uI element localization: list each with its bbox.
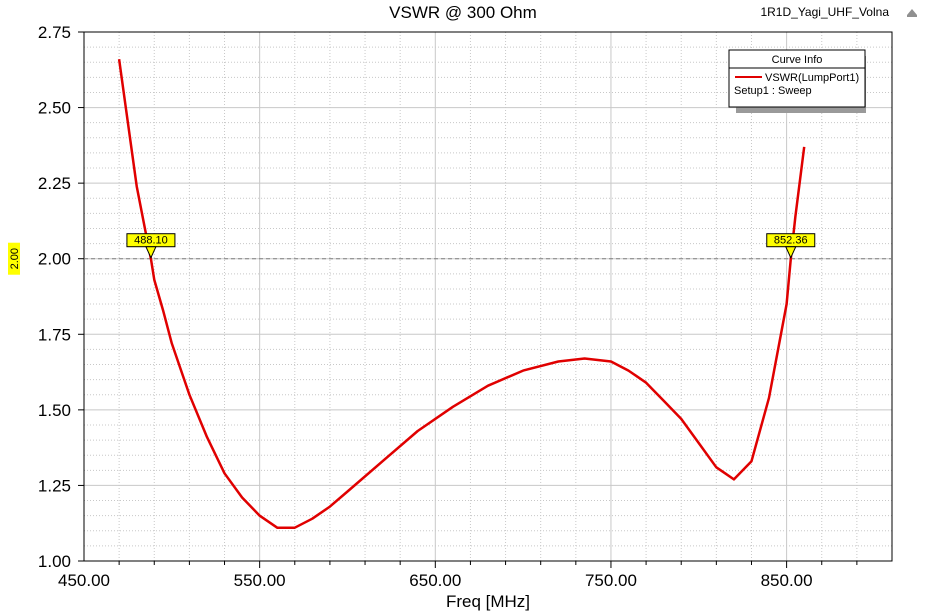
x-axis-label: Freq [MHz] — [446, 592, 530, 611]
y-tick-label: 1.25 — [38, 476, 71, 495]
curve-layer — [117, 59, 806, 529]
marker-pointer-icon — [145, 246, 157, 259]
y-tick-label: 2.25 — [38, 174, 71, 193]
x-tick-label: 550.00 — [234, 571, 286, 590]
marker-488-10: 488.10 — [126, 233, 176, 259]
x-tick-label: 750.00 — [585, 571, 637, 590]
chart-title: VSWR @ 300 Ohm — [389, 3, 537, 22]
y-tick-label: 2.00 — [38, 250, 71, 269]
marker-label-text: 488.10 — [134, 235, 168, 247]
y-tick-label: 1.00 — [38, 552, 71, 571]
vswr-curve — [117, 59, 806, 529]
y-tick-label: 1.75 — [38, 325, 71, 344]
y-tick-label: 2.75 — [38, 23, 71, 42]
plot-area-border — [83, 31, 893, 562]
legend-setup-label: Setup1 : Sweep — [734, 85, 812, 97]
project-name: 1R1D_Yagi_UHF_Volna — [760, 5, 889, 19]
tick-labels: 450.00 550.00 650.00 750.00 850.00 1.00 1.25 1.… — [38, 23, 858, 590]
legend[interactable]: Curve Info VSWR(LumpPort1) Setup1 : Swee… — [728, 49, 866, 113]
reference-line-layer: 2.00 — [8, 242, 892, 275]
legend-header: Curve Info — [772, 54, 823, 66]
legend-series-label: VSWR(LumpPort1) — [765, 72, 859, 84]
marker-layer: 488.10 852.36 — [126, 233, 816, 259]
y-tick-label: 1.50 — [38, 401, 71, 420]
reference-line-label: 2.00 — [8, 242, 21, 275]
x-tick-label: 850.00 — [761, 571, 813, 590]
window-icon[interactable] — [907, 9, 917, 17]
marker-pointer-icon — [784, 246, 797, 259]
marker-label-text: 852.36 — [774, 235, 808, 247]
reference-label-box — [8, 242, 20, 275]
legend-box[interactable] — [728, 49, 866, 108]
reference-label-text: 2.00 — [9, 248, 21, 269]
marker-852-36: 852.36 — [766, 233, 816, 259]
y-tick-label: 2.50 — [38, 99, 71, 118]
x-tick-label: 650.00 — [409, 571, 461, 590]
x-tick-label: 450.00 — [58, 571, 110, 590]
